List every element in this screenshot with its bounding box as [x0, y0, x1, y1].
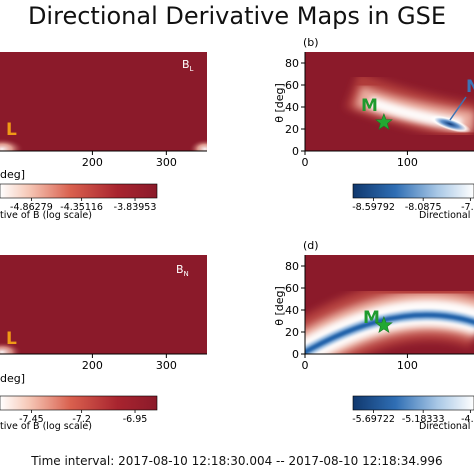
- colorbar-label-a: tive of B (log scale): [0, 210, 92, 221]
- colorbar-ticks-c: -7.45 -7.2 -6.95: [19, 410, 147, 425]
- colorbar-tick-label-b-0: -8.59792: [352, 202, 395, 213]
- star-marker-b: [374, 113, 393, 130]
- x-tick-label-a-0: 200: [82, 156, 103, 169]
- x-tick-label-c-0: 200: [82, 359, 103, 372]
- x-ticks-c: 200 300: [82, 354, 177, 372]
- y-tick-label-d-4: 80: [285, 260, 299, 273]
- y-tick-label-d-3: 60: [285, 282, 299, 295]
- time-interval-footer: Time interval: 2017-08-10 12:18:30.004 -…: [31, 454, 443, 468]
- y-tick-label-b-0: 0: [292, 145, 299, 158]
- x-tick-label-b-1: 100: [397, 156, 418, 169]
- x-tick-label-d-0: 0: [302, 359, 309, 372]
- heatmap-a-features: [0, 138, 207, 151]
- x-tick-label-a-1: 300: [156, 156, 177, 169]
- corner-label-a: BL: [182, 58, 194, 73]
- x-tick-label-c-1: 300: [156, 359, 177, 372]
- y-tick-label-d-2: 40: [285, 304, 299, 317]
- y-label-d: θ [deg]: [273, 286, 286, 326]
- y-tick-label-d-1: 20: [285, 326, 299, 339]
- colorbar-label-c: tive of B (log scale): [0, 421, 92, 432]
- colorbar-label-d: Directional: [419, 421, 470, 432]
- marker-c-0: L: [6, 329, 17, 349]
- x-ticks-d: 0 100: [302, 354, 418, 372]
- colorbar-tick-label-b-2: -7.5: [461, 202, 474, 213]
- figure-title: Directional Derivative Maps in GSE: [27, 2, 447, 30]
- heatmap-d-features: [305, 278, 474, 354]
- heatmap-b-features: [345, 72, 474, 141]
- colorbar-b: [352, 183, 474, 199]
- panel-label-b: (b): [303, 36, 319, 49]
- colorbar-label-b: Directional: [419, 210, 470, 221]
- colorbar-tick-label-d-2: -4.6: [461, 414, 474, 425]
- x-label-c: deg]: [0, 372, 25, 385]
- x-tick-label-d-1: 100: [397, 359, 418, 372]
- colorbar-d: [352, 395, 474, 411]
- y-ticks-d: 0 20 40 60 80: [285, 260, 305, 361]
- colorbar-tick-label-d-0: -5.69722: [352, 414, 395, 425]
- y-tick-label-b-2: 40: [285, 101, 299, 114]
- star-d-0: [374, 316, 393, 333]
- heatmap-a-background: [0, 52, 207, 151]
- marker-b-1-leader: [449, 96, 467, 121]
- x-ticks-b: 0 100: [302, 151, 418, 169]
- panel-c: BN L 200 300 deg] -7.45 -7.2 -6.95 tive of …: [0, 255, 207, 432]
- y-tick-label-d-0: 0: [292, 348, 299, 361]
- marker-b-1-label: N: [466, 77, 474, 97]
- y-label-b: θ [deg]: [273, 83, 286, 123]
- panel-a: BL L 200 300 deg] -4.86279 -4.35116 -3.8395…: [0, 52, 207, 221]
- x-ticks-a: 200 300: [82, 151, 177, 169]
- heatmap-c-features: [0, 342, 22, 354]
- star-b-0: [374, 113, 393, 130]
- x-label-a: deg]: [0, 168, 25, 181]
- heatmap-c-background: [0, 255, 207, 354]
- colorbar-tick-label-c-0: -7.45: [19, 414, 44, 425]
- marker-b-0-label: M: [361, 96, 378, 116]
- colorbar-tick-label-c-1: -7.2: [72, 414, 91, 425]
- colorbar-tick-label-a-0: -4.86279: [10, 202, 53, 213]
- colorbar-ticks-b: -8.59792 -8.0875 -7.5: [352, 198, 474, 213]
- colorbar-tick-label-c-2: -6.95: [123, 414, 148, 425]
- colorbar-ticks-d: -5.69722 -5.18333 -4.6: [352, 410, 474, 425]
- colorbar-a: [0, 183, 158, 199]
- y-tick-label-b-1: 20: [285, 123, 299, 136]
- colorbar-tick-label-a-1: -4.35116: [60, 202, 103, 213]
- y-tick-label-b-4: 80: [285, 57, 299, 70]
- colorbar-tick-label-b-1: -8.0875: [405, 202, 442, 213]
- x-tick-label-b-0: 0: [302, 156, 309, 169]
- colorbar-tick-label-a-2: -3.83953: [114, 202, 157, 213]
- colorbar-tick-label-d-1: -5.18333: [402, 414, 445, 425]
- colorbar-ticks-a: -4.86279 -4.35116 -3.83953: [10, 198, 156, 213]
- y-ticks-b: 0 20 40 60 80: [285, 57, 305, 158]
- panel-label-d: (d): [303, 239, 319, 252]
- y-tick-label-b-3: 60: [285, 79, 299, 92]
- marker-a-0: L: [6, 120, 17, 140]
- star-marker-d: [374, 316, 393, 333]
- colorbar-c: [0, 395, 158, 411]
- marker-d-0-label: M: [363, 308, 380, 328]
